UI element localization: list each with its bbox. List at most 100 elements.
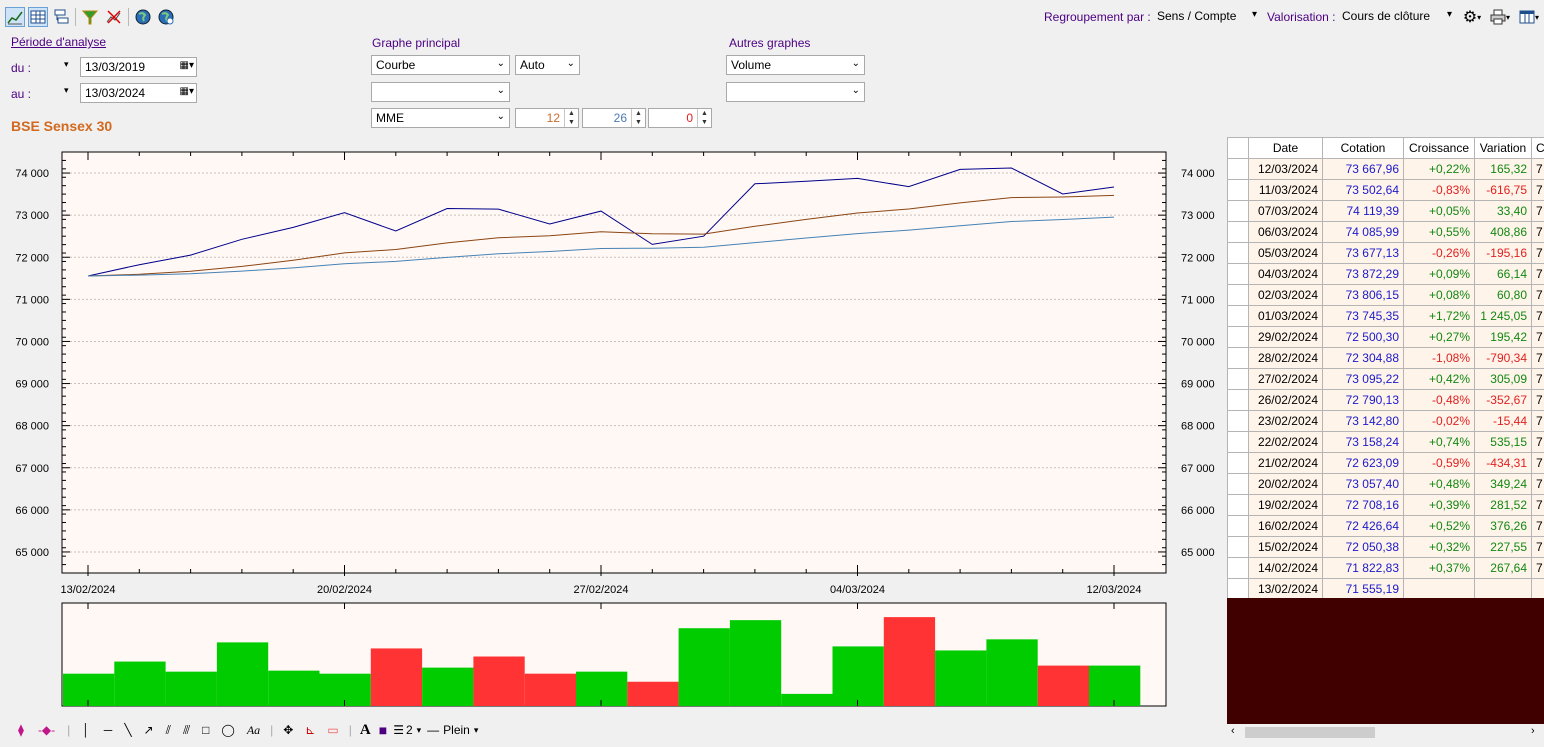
spinner-arrows-icon[interactable]: ▲ ▼ [564,109,578,127]
table-row[interactable]: 11/03/2024 73 502,64 -0,83% -616,75 7 [1227,179,1544,201]
chart-view-button[interactable] [5,7,25,27]
table-row[interactable]: 04/03/2024 73 872,29 +0,09% 66,14 7 [1227,263,1544,285]
spinner-arrows-icon[interactable]: ▲ ▼ [697,109,711,127]
table-row[interactable]: 15/02/2024 72 050,38 +0,32% 227,55 7 [1227,536,1544,558]
price-chart[interactable]: 65 000 65 000 66 000 66 000 67 000 67 000 68 0… [0,140,1225,740]
y-tick-label-right: 65 000 [1181,547,1215,559]
table-row[interactable]: 20/02/2024 73 057,40 +0,48% 349,24 7 [1227,473,1544,495]
calendar-icon[interactable]: ▦▾ [179,60,194,71]
cell-croissance [1403,578,1475,600]
row-header [1227,431,1249,453]
table-row[interactable]: 23/02/2024 73 142,80 -0,02% -15,44 7 [1227,410,1544,432]
spinner-arrows-icon[interactable]: ▲ ▼ [631,109,645,127]
table-row[interactable]: 01/03/2024 73 745,35 +1,72% 1 245,05 7 [1227,305,1544,327]
secondary-graph-select[interactable]: ⌄ [371,82,510,102]
table-row[interactable]: 07/03/2024 74 119,39 +0,05% 33,40 7 [1227,200,1544,222]
fill-color-icon[interactable]: ■ [378,722,388,738]
table-row[interactable]: 28/02/2024 72 304,88 -1,08% -790,34 7 [1227,347,1544,369]
table-row[interactable]: 26/02/2024 72 790,13 -0,48% -352,67 7 [1227,389,1544,411]
row-header [1227,452,1249,474]
period-1-spinner[interactable]: 12 ▲ ▼ [515,108,579,128]
column-header-variation[interactable]: Variation [1474,137,1532,159]
table-row[interactable]: 27/02/2024 73 095,22 +0,42% 305,09 7 [1227,368,1544,390]
column-header-c[interactable]: C [1531,137,1544,159]
toolbar-separator: | [67,723,71,737]
globe-refresh-button[interactable] [156,7,176,27]
move-icon[interactable]: ✥ [283,723,294,737]
toolbar-separator: | [270,723,274,737]
axis-edit-icon[interactable]: ⊾ [305,723,316,737]
table-row[interactable]: 29/02/2024 72 500,30 +0,27% 195,42 7 [1227,326,1544,348]
table-row[interactable]: 13/02/2024 71 555,19 [1227,578,1544,600]
line-width-icon[interactable]: ☰ [393,723,404,737]
print-button[interactable]: ▾ [1488,7,1512,27]
line-style-value[interactable]: Plein [443,723,470,737]
group-by-select[interactable]: Sens / Compte ▾ [1153,7,1261,27]
tree-view-button[interactable] [51,7,71,27]
to-date-field[interactable]: 13/03/2024 ▦▾ [80,83,197,103]
period-3-spinner[interactable]: 0 ▲ ▼ [648,108,712,128]
filter-button[interactable] [80,7,100,27]
row-header [1227,368,1249,390]
diagonal-line-icon[interactable]: ╲ [124,723,132,737]
from-date-field[interactable]: 13/03/2019 ▦▾ [80,57,197,77]
column-header-cotation[interactable]: Cotation [1322,137,1404,159]
table-row[interactable]: 16/02/2024 72 426,64 +0,52% 376,26 7 [1227,515,1544,537]
globe-button[interactable] [133,7,153,27]
point-line-icon[interactable]: -◆- [37,723,56,737]
table-row[interactable]: 19/02/2024 72 708,16 +0,39% 281,52 7 [1227,494,1544,516]
from-dropdown-arrow[interactable]: ▾ [64,59,69,69]
main-graph-type-select[interactable]: Courbe ⌄ [371,55,510,75]
other-graph-2-select[interactable]: ⌄ [726,82,865,102]
scale-select[interactable]: Auto ⌄ [515,55,580,75]
table-row[interactable]: 22/02/2024 73 158,24 +0,74% 535,15 7 [1227,431,1544,453]
cell-croissance: -0,02% [1403,410,1475,432]
no-chart-button[interactable] [104,7,124,27]
rectangle-icon[interactable]: □ [202,723,210,737]
to-dropdown-arrow[interactable]: ▾ [64,85,69,95]
other-graph-1-select[interactable]: Volume ⌄ [726,55,865,75]
table-row[interactable]: 05/03/2024 73 677,13 -0,26% -195,16 7 [1227,242,1544,264]
line-width-value[interactable]: 2 [405,723,413,737]
table-row[interactable]: 14/02/2024 71 822,83 +0,37% 267,64 7 [1227,557,1544,579]
text-tool-icon[interactable]: Aa [246,722,261,737]
columns-button[interactable]: ▾ [1516,7,1542,27]
point-marker-icon[interactable]: ⧫ [18,723,24,737]
cell-croissance: +0,09% [1403,263,1475,285]
vertical-line-icon[interactable]: │ [82,723,90,737]
calendar-icon[interactable]: ▦▾ [179,86,194,97]
scrollbar-thumb[interactable] [1245,727,1375,738]
row-header [1227,284,1249,306]
ellipse-icon[interactable]: ◯ [221,723,235,737]
font-color-icon[interactable]: A [359,721,371,738]
cell-cotation: 73 158,24 [1322,431,1404,453]
cell-variation: 1 245,05 [1474,305,1532,327]
period-2-spinner[interactable]: 26 ▲ ▼ [582,108,646,128]
horizontal-scrollbar[interactable]: ‹ › [1227,724,1544,742]
arrow-icon[interactable]: ↗ [143,723,154,737]
from-date-value: 13/03/2019 [85,60,146,74]
table-row[interactable]: 06/03/2024 74 085,99 +0,55% 408,86 7 [1227,221,1544,243]
table-row[interactable]: 21/02/2024 72 623,09 -0,59% -434,31 7 [1227,452,1544,474]
row-header [1227,242,1249,264]
valuation-label: Valorisation : [1267,10,1336,24]
table-row[interactable]: 02/03/2024 73 806,15 +0,08% 60,80 7 [1227,284,1544,306]
valuation-select[interactable]: Cours de clôture ▾ [1338,7,1456,27]
scroll-right-icon[interactable]: › [1531,725,1535,737]
line-style-icon[interactable]: — [427,723,440,737]
dropdown-arrow-icon[interactable]: ▾ [416,724,422,735]
scroll-left-icon[interactable]: ‹ [1231,725,1235,737]
parallel-lines-icon[interactable]: ⫽ [165,722,171,737]
channel-icon[interactable]: ⫻ [182,722,191,737]
cell-date: 02/03/2024 [1248,284,1323,306]
column-header-date[interactable]: Date [1248,137,1323,159]
column-header-croissance[interactable]: Croissance [1403,137,1475,159]
indicator-select[interactable]: MME ⌄ [371,108,510,128]
period-title[interactable]: Période d'analyse [11,35,107,49]
table-view-button[interactable] [28,7,48,27]
table-row[interactable]: 12/03/2024 73 667,96 +0,22% 165,32 7 [1227,158,1544,180]
settings-button[interactable]: ⚙ ▾ [1462,9,1482,26]
horizontal-line-icon[interactable]: ─ [103,723,113,737]
dropdown-arrow-icon[interactable]: ▾ [473,724,479,735]
eraser-icon[interactable]: ▭ [327,723,339,737]
